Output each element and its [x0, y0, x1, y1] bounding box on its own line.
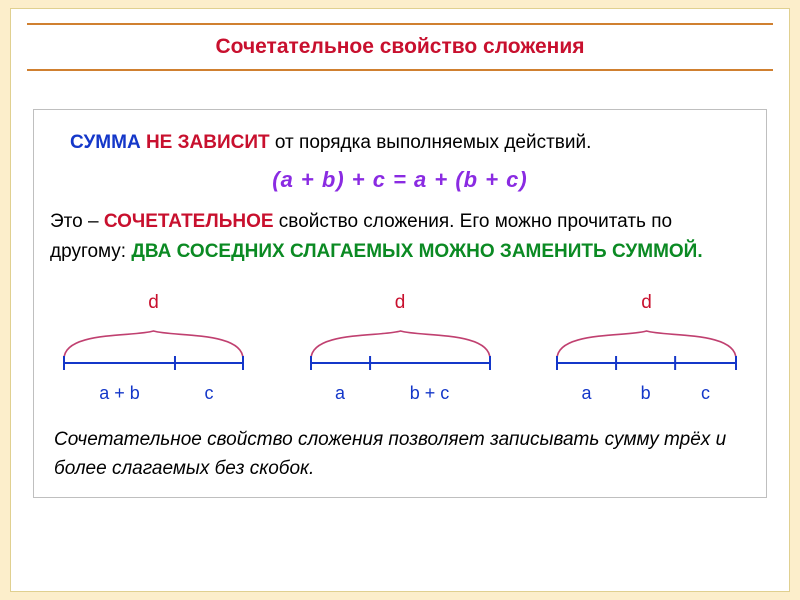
- associative-formula: (a + b) + c = a + (b + c): [272, 167, 527, 192]
- segment-diagram: d abc: [549, 292, 744, 404]
- diagram-svg: [56, 319, 251, 379]
- diagram-segment-label: a + b: [64, 383, 175, 404]
- line2-keyword: СОЧЕТАТЕЛЬНОЕ: [104, 211, 274, 232]
- diagram-svg: [303, 319, 498, 379]
- diagram-segment-label: c: [675, 383, 736, 404]
- diagram-svg: [549, 319, 744, 379]
- content-box: СУММА НЕ ЗАВИСИТ от порядка выполняемых …: [33, 109, 767, 498]
- diagram-segment-label: a: [557, 383, 616, 404]
- line2-green: ДВА СОСЕДНИХ СЛАГАЕМЫХ МОЖНО ЗАМЕНИТЬ СУ…: [131, 241, 702, 262]
- formula-row: (a + b) + c = a + (b + c): [50, 167, 750, 193]
- statement-line-2: Это – СОЧЕТАТЕЛЬНОЕ свойство сложения. Е…: [50, 207, 750, 266]
- diagram-segment-label: c: [175, 383, 243, 404]
- diagram-bottom-labels: ab + c: [303, 383, 498, 404]
- segment-diagram: d a + bc: [56, 292, 251, 404]
- line1-rest: от порядка выполняемых действий.: [275, 132, 591, 153]
- diagram-segment-label: b + c: [370, 383, 490, 404]
- diagrams-row: da + bcdab + cdabc: [56, 292, 744, 404]
- diagram-bottom-labels: a + bc: [56, 383, 251, 404]
- diagram-d-label: d: [56, 292, 251, 314]
- diagram-d-label: d: [549, 292, 744, 314]
- statement-line-1: СУММА НЕ ЗАВИСИТ от порядка выполняемых …: [50, 128, 750, 157]
- title-band: Сочетательное свойство сложения: [27, 23, 773, 71]
- segment-diagram: d ab + c: [303, 292, 498, 404]
- word-sum: СУММА: [70, 132, 141, 153]
- slide-title: Сочетательное свойство сложения: [215, 35, 584, 58]
- diagram-segment-label: b: [616, 383, 675, 404]
- footnote: Сочетательное свойство сложения позволяе…: [50, 426, 750, 487]
- diagram-d-label: d: [303, 292, 498, 314]
- diagram-bottom-labels: abc: [549, 383, 744, 404]
- line2-prefix: Это –: [50, 211, 104, 232]
- diagram-segment-label: a: [311, 383, 370, 404]
- word-not-depend: НЕ ЗАВИСИТ: [146, 132, 270, 153]
- slide-frame: Сочетательное свойство сложения СУММА НЕ…: [10, 8, 790, 592]
